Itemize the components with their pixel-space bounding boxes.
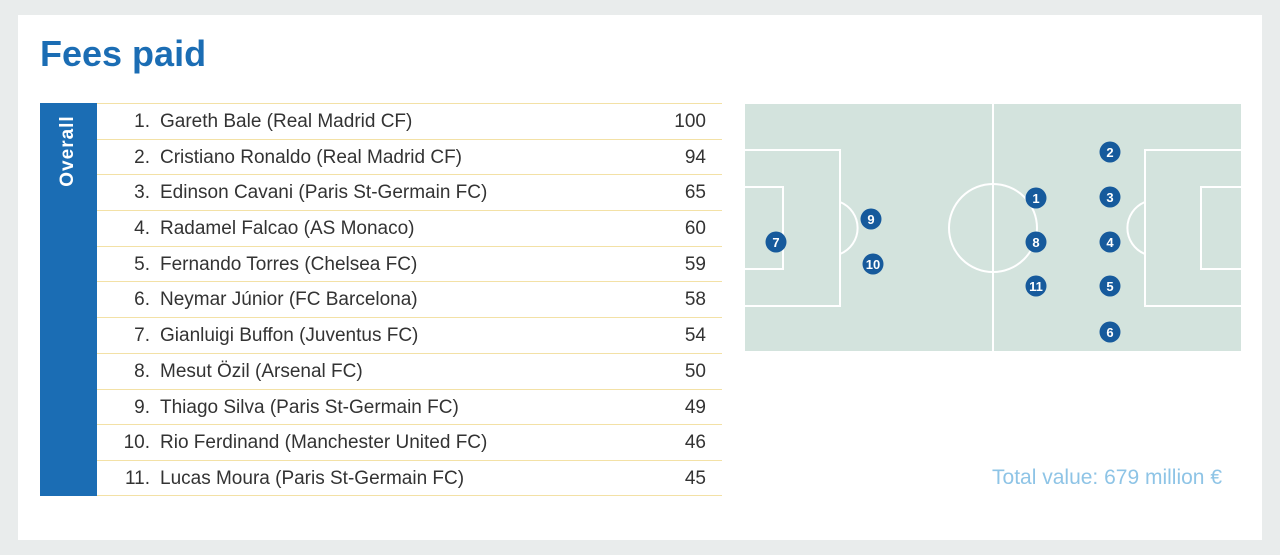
table-row: 5. Fernando Torres (Chelsea FC) 59 [97,245,722,282]
table-row: 4. Radamel Falcao (AS Monaco) 60 [97,210,722,246]
marker-label: 5 [1106,279,1113,294]
player-name: Fernando Torres (Chelsea FC) [160,253,418,275]
player-marker: 7 [765,231,787,253]
pitch-lines [745,104,1241,351]
player-marker: 8 [1025,231,1047,253]
player-name: Gareth Bale (Real Madrid CF) [160,111,413,132]
table-row: 6. Neymar Júnior (FC Barcelona) 58 [97,281,722,317]
rank: 3. [134,182,150,204]
marker-label: 10 [866,257,880,272]
marker-dot [862,253,884,275]
marker-label: 4 [1106,235,1114,250]
rank: 1. [134,111,150,132]
player-marker: 4 [1099,231,1121,253]
fee: 45 [684,467,706,489]
marker-dot [1099,275,1121,297]
fee: 94 [684,146,706,168]
player-marker: 11 [1025,275,1047,297]
table-row: 10. Rio Ferdinand (Manchester United FC) 4… [97,424,722,460]
table-row: 11. Lucas Moura (Paris St-Germain FC) 45 [97,459,722,496]
table-row: 1. Gareth Bale (Real Madrid CF) 100 [97,103,722,139]
rank: 9. [134,396,150,418]
player-marker: 3 [1099,186,1121,208]
marker-dot [1099,186,1121,208]
player-name: Edinson Cavani (Paris St-Germain FC) [160,182,488,204]
fee: 59 [684,253,706,275]
side-label: Overall [57,115,78,187]
marker-label: 11 [1029,279,1043,294]
player-name: Radamel Falcao (AS Monaco) [160,218,415,240]
fee: 65 [684,182,706,204]
fee: 46 [684,432,706,454]
total-value: Total value: 679 million € [992,466,1222,489]
player-name: Cristiano Ronaldo (Real Madrid CF) [160,146,462,168]
title: Fees paid [40,33,207,74]
marker-dot [1025,187,1047,209]
player-marker: 1 [1025,187,1047,209]
marker-dot [1099,141,1121,163]
player-name: Lucas Moura (Paris St-Germain FC) [160,467,465,489]
marker-dot [1099,231,1121,253]
rank: 4. [134,218,150,240]
rank: 2. [134,146,150,168]
player-marker: 9 [860,208,882,230]
rank: 10. [123,432,150,454]
marker-label: 3 [1106,190,1113,205]
rank: 8. [134,360,150,382]
pitch: 1 2 3 4 5 6 7 8 9 10 11 [745,104,1241,351]
rank: 7. [134,325,150,347]
player-marker: 10 [862,253,884,275]
marker-label: 9 [867,212,874,227]
table-row: 2. Cristiano Ronaldo (Real Madrid CF) 94 [97,138,722,175]
table-row: 9. Thiago Silva (Paris St-Germain FC) 49 [97,388,722,425]
player-marker: 6 [1099,321,1121,343]
fee: 49 [684,396,706,418]
rank: 11. [124,467,150,489]
marker-label: 1 [1032,191,1039,206]
fee: 58 [684,289,706,311]
fee: 100 [674,111,706,132]
side-bar: Overall [40,103,97,496]
marker-label: 8 [1032,235,1039,250]
marker-dot [1099,321,1121,343]
panel: Fees paid Overall 1. Gareth Bale (Real Ma… [18,15,1262,540]
marker-dot [860,208,882,230]
player-marker: 2 [1099,141,1121,163]
player-name: Gianluigi Buffon (Juventus FC) [160,325,419,347]
fee: 50 [684,360,706,382]
table: 1. Gareth Bale (Real Madrid CF) 100 2. Crist… [97,103,722,496]
player-marker: 5 [1099,275,1121,297]
marker-dot [1025,231,1047,253]
player-name: Thiago Silva (Paris St-Germain FC) [160,396,459,418]
player-name: Mesut Özil (Arsenal FC) [160,360,363,382]
fee: 54 [684,325,706,347]
table-row: 3. Edinson Cavani (Paris St-Germain FC) 65 [97,174,722,210]
marker-label: 7 [772,235,779,250]
marker-label: 6 [1106,325,1113,340]
player-name: Neymar Júnior (FC Barcelona) [160,289,418,311]
fee: 60 [684,218,706,240]
rank: 5. [134,253,150,275]
table-row: 7. Gianluigi Buffon (Juventus FC) 54 [97,317,722,353]
marker-dot [1025,275,1047,297]
rank: 6. [134,289,150,311]
marker-dot [765,231,787,253]
player-name: Rio Ferdinand (Manchester United FC) [160,432,488,454]
table-row: 8. Mesut Özil (Arsenal FC) 50 [97,352,722,389]
marker-label: 2 [1106,145,1113,160]
